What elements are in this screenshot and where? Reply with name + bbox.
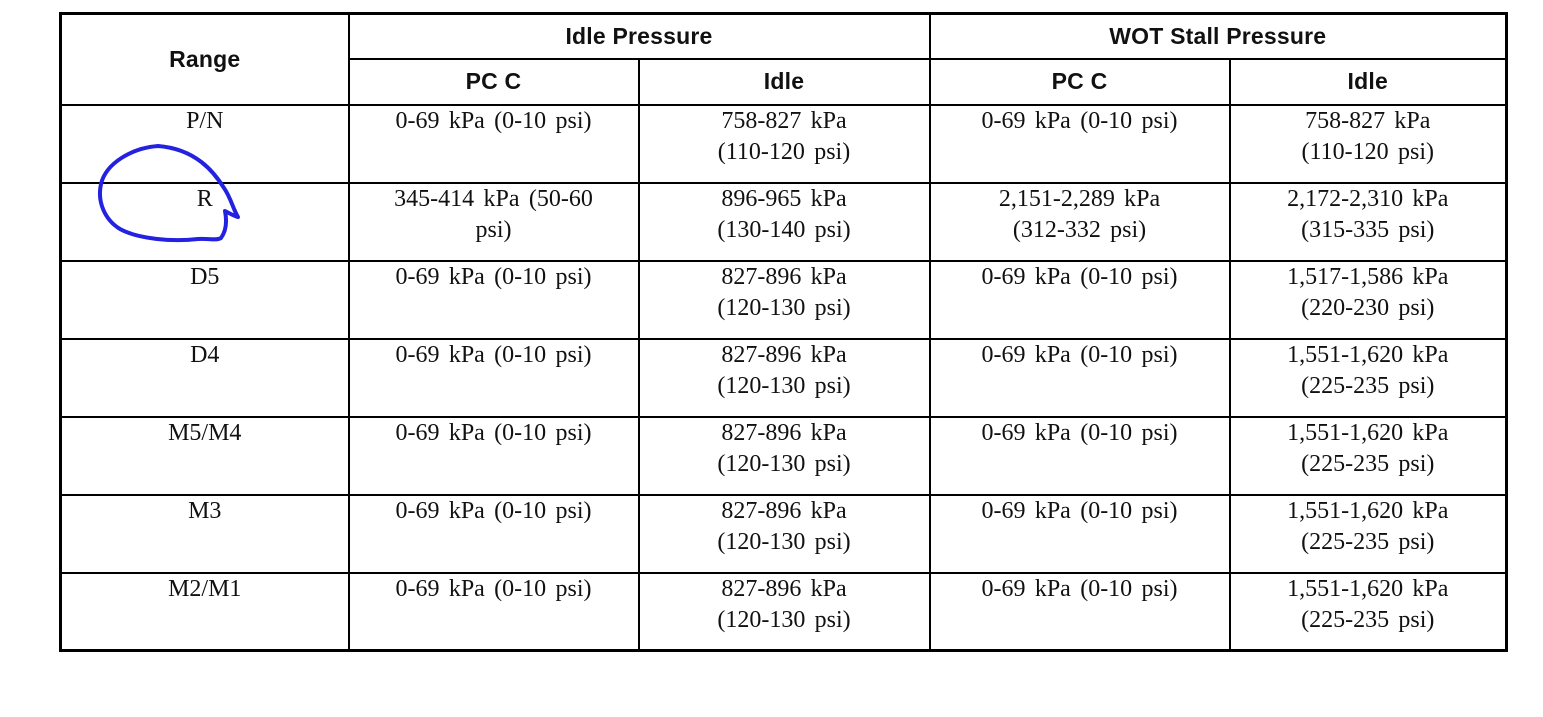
range-cell-circled: R <box>59 181 350 262</box>
idle-idle-header: Idle <box>637 57 931 106</box>
pressure-cell: 827-896 kPa (120-130 psi) <box>637 571 931 652</box>
table-row-m5m4: M5/M4 0-69 kPa (0-10 psi) 827-896 kPa (1… <box>59 415 1508 496</box>
pressure-cell: 2,151-2,289 kPa (312-332 psi) <box>928 181 1231 262</box>
pressure-cell: 896-965 kPa (130-140 psi) <box>637 181 931 262</box>
pressure-cell: 0-69 kPa (0-10 psi) <box>928 415 1231 496</box>
table-row-pn: P/N 0-69 kPa (0-10 psi) 758-827 kPa (110… <box>59 103 1508 184</box>
pressure-cell: 827-896 kPa (120-130 psi) <box>637 337 931 418</box>
range-cell: M5/M4 <box>59 415 350 496</box>
pressure-cell: 758-827 kPa (110-120 psi) <box>637 103 931 184</box>
pressure-cell: 0-69 kPa (0-10 psi) <box>928 571 1231 652</box>
range-cell: D4 <box>59 337 350 418</box>
pressure-cell: 0-69 kPa (0-10 psi) <box>347 493 640 574</box>
wot-idle-header: Idle <box>1228 57 1508 106</box>
range-cell: M3 <box>59 493 350 574</box>
range-cell: M2/M1 <box>59 571 350 652</box>
pressure-cell: 758-827 kPa (110-120 psi) <box>1228 103 1508 184</box>
pressure-cell: 0-69 kPa (0-10 psi) <box>928 337 1231 418</box>
wot-pcc-header: PC C <box>928 57 1231 106</box>
range-column-header: Range <box>59 12 350 106</box>
table-row-r: R 345-414 kPa (50-60 psi) 896-965 kPa (1… <box>59 181 1508 262</box>
range-cell: D5 <box>59 259 350 340</box>
pressure-cell: 0-69 kPa (0-10 psi) <box>347 259 640 340</box>
pressure-cell: 827-896 kPa (120-130 psi) <box>637 493 931 574</box>
pressure-cell: 1,551-1,620 kPa (225-235 psi) <box>1228 337 1508 418</box>
table-row-m2m1: M2/M1 0-69 kPa (0-10 psi) 827-896 kPa (1… <box>59 571 1508 652</box>
pressure-cell: 0-69 kPa (0-10 psi) <box>347 103 640 184</box>
pressure-cell: 0-69 kPa (0-10 psi) <box>347 571 640 652</box>
pressure-cell: 1,517-1,586 kPa (220-230 psi) <box>1228 259 1508 340</box>
table-row-m3: M3 0-69 kPa (0-10 psi) 827-896 kPa (120-… <box>59 493 1508 574</box>
pressure-cell: 1,551-1,620 kPa (225-235 psi) <box>1228 493 1508 574</box>
pressure-cell: 0-69 kPa (0-10 psi) <box>928 493 1231 574</box>
wot-stall-pressure-group-header: WOT Stall Pressure <box>928 12 1508 60</box>
pressure-cell: 827-896 kPa (120-130 psi) <box>637 259 931 340</box>
table-row-d4: D4 0-69 kPa (0-10 psi) 827-896 kPa (120-… <box>59 337 1508 418</box>
pressure-spec-table: Range Idle Pressure WOT Stall Pressure P… <box>59 12 1509 652</box>
idle-pressure-group-header: Idle Pressure <box>347 12 931 60</box>
pressure-cell: 0-69 kPa (0-10 psi) <box>347 415 640 496</box>
sub-header-row: PC C Idle PC C Idle <box>61 57 1508 106</box>
range-cell: P/N <box>59 103 350 184</box>
pressure-cell: 827-896 kPa (120-130 psi) <box>637 415 931 496</box>
pressure-cell: 345-414 kPa (50-60 psi) <box>347 181 640 262</box>
pressure-cell: 0-69 kPa (0-10 psi) <box>347 337 640 418</box>
pressure-cell: 0-69 kPa (0-10 psi) <box>928 259 1231 340</box>
table-row-d5: D5 0-69 kPa (0-10 psi) 827-896 kPa (120-… <box>59 259 1508 340</box>
idle-pcc-header: PC C <box>347 57 640 106</box>
pressure-cell: 1,551-1,620 kPa (225-235 psi) <box>1228 571 1508 652</box>
pressure-cell: 1,551-1,620 kPa (225-235 psi) <box>1228 415 1508 496</box>
pressure-cell: 0-69 kPa (0-10 psi) <box>928 103 1231 184</box>
group-header-row: Range Idle Pressure WOT Stall Pressure <box>59 12 1508 106</box>
pressure-cell: 2,172-2,310 kPa (315-335 psi) <box>1228 181 1508 262</box>
